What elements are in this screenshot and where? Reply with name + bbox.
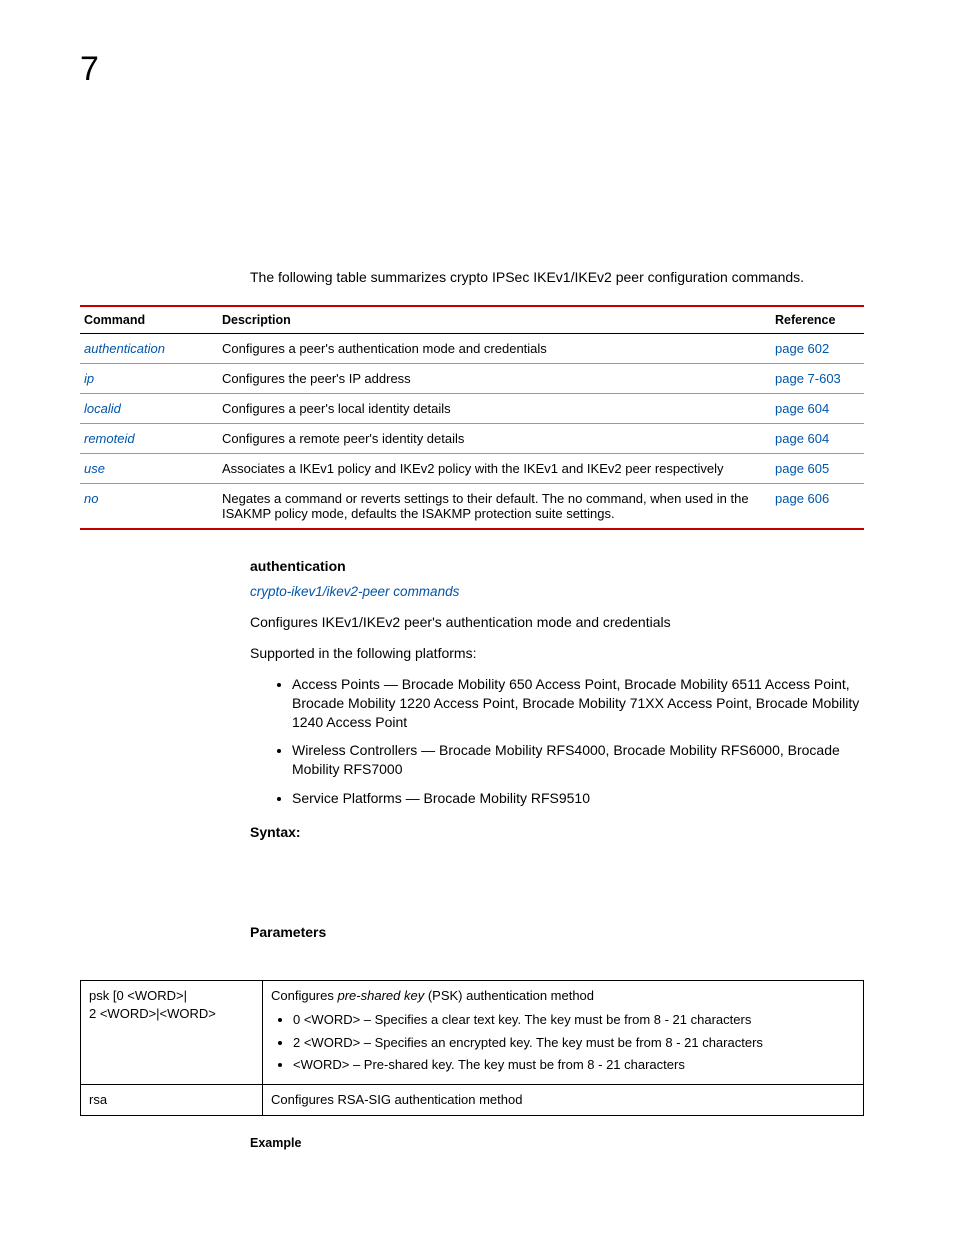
table-row: no Negates a command or reverts settings… bbox=[80, 484, 864, 530]
page-link[interactable]: page 7-603 bbox=[775, 371, 841, 386]
auth-description: Configures IKEv1/IKEv2 peer's authentica… bbox=[250, 613, 864, 632]
param-bullet: 2 <WORD> – Specifies an encrypted key. T… bbox=[293, 1034, 855, 1052]
param-name-psk: psk [0 <WORD>| 2 <WORD>|<WORD> bbox=[81, 981, 263, 1085]
cmd-link-ip[interactable]: ip bbox=[84, 371, 94, 386]
list-item: Service Platforms — Brocade Mobility RFS… bbox=[292, 789, 864, 808]
syntax-label: Syntax: bbox=[250, 824, 864, 840]
header-command: Command bbox=[80, 306, 218, 334]
list-item: Access Points — Brocade Mobility 650 Acc… bbox=[292, 675, 864, 732]
example-label: Example bbox=[250, 1136, 864, 1150]
cmd-desc: Negates a command or reverts settings to… bbox=[218, 484, 771, 530]
param-bullet: 0 <WORD> – Specifies a clear text key. T… bbox=[293, 1011, 855, 1029]
page-link[interactable]: page 604 bbox=[775, 401, 829, 416]
table-row: use Associates a IKEv1 policy and IKEv2 … bbox=[80, 454, 864, 484]
param-name-rsa: rsa bbox=[81, 1084, 263, 1115]
cmd-link-remoteid[interactable]: remoteid bbox=[84, 431, 135, 446]
param-desc-psk: Configures pre-shared key (PSK) authenti… bbox=[263, 981, 864, 1085]
cmd-desc: Associates a IKEv1 policy and IKEv2 poli… bbox=[218, 454, 771, 484]
intro-text: The following table summarizes crypto IP… bbox=[250, 269, 864, 285]
page-container: 7 The following table summarizes crypto … bbox=[0, 0, 954, 1200]
header-reference: Reference bbox=[771, 306, 864, 334]
authentication-section: authentication crypto-ikev1/ikev2-peer c… bbox=[250, 558, 864, 940]
supported-label: Supported in the following platforms: bbox=[250, 644, 864, 663]
section-heading-authentication: authentication bbox=[250, 558, 864, 574]
command-table: Command Description Reference authentica… bbox=[80, 305, 864, 530]
cmd-desc: Configures a remote peer's identity deta… bbox=[218, 424, 771, 454]
param-row: rsa Configures RSA-SIG authentication me… bbox=[81, 1084, 864, 1115]
table-row: remoteid Configures a remote peer's iden… bbox=[80, 424, 864, 454]
cmd-link-authentication[interactable]: authentication bbox=[84, 341, 165, 356]
param-row: psk [0 <WORD>| 2 <WORD>|<WORD> Configure… bbox=[81, 981, 864, 1085]
parameters-label: Parameters bbox=[250, 924, 864, 940]
table-row: localid Configures a peer's local identi… bbox=[80, 394, 864, 424]
crypto-peer-link[interactable]: crypto-ikev1/ikev2-peer commands bbox=[250, 584, 864, 599]
cmd-link-no[interactable]: no bbox=[84, 491, 98, 506]
param-bullet: <WORD> – Pre-shared key. The key must be… bbox=[293, 1056, 855, 1074]
list-item: Wireless Controllers — Brocade Mobility … bbox=[292, 741, 864, 779]
param-desc-rsa: Configures RSA-SIG authentication method bbox=[263, 1084, 864, 1115]
cmd-link-use[interactable]: use bbox=[84, 461, 105, 476]
chapter-number: 7 bbox=[80, 50, 864, 89]
table-row: ip Configures the peer's IP address page… bbox=[80, 364, 864, 394]
cmd-desc: Configures a peer's local identity detai… bbox=[218, 394, 771, 424]
cmd-desc: Configures a peer's authentication mode … bbox=[218, 334, 771, 364]
page-link[interactable]: page 605 bbox=[775, 461, 829, 476]
platforms-list: Access Points — Brocade Mobility 650 Acc… bbox=[250, 675, 864, 808]
cmd-link-localid[interactable]: localid bbox=[84, 401, 121, 416]
page-link[interactable]: page 606 bbox=[775, 491, 829, 506]
syntax-spacer bbox=[250, 848, 864, 908]
header-description: Description bbox=[218, 306, 771, 334]
page-link[interactable]: page 604 bbox=[775, 431, 829, 446]
table-row: authentication Configures a peer's authe… bbox=[80, 334, 864, 364]
page-link[interactable]: page 602 bbox=[775, 341, 829, 356]
table-header-row: Command Description Reference bbox=[80, 306, 864, 334]
cmd-desc: Configures the peer's IP address bbox=[218, 364, 771, 394]
parameters-table: psk [0 <WORD>| 2 <WORD>|<WORD> Configure… bbox=[80, 980, 864, 1116]
